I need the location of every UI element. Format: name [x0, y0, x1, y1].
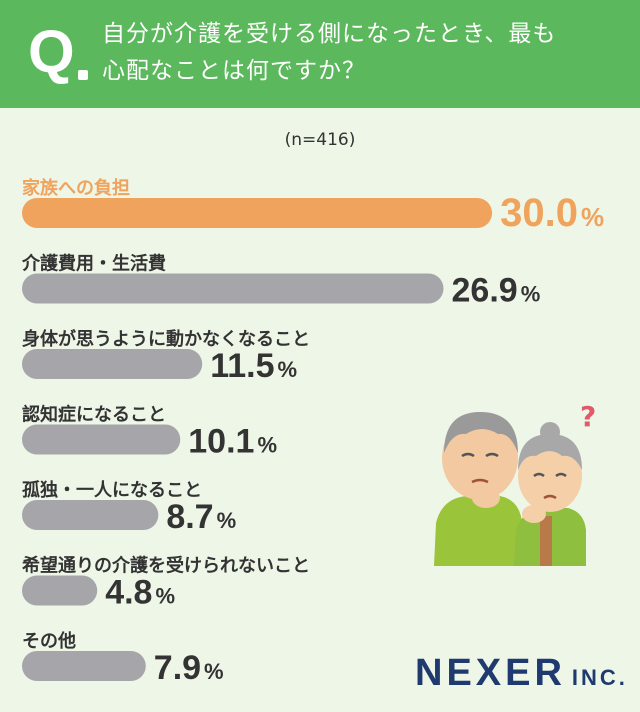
value-label: 8.7%: [166, 498, 236, 536]
bar: [22, 273, 444, 304]
q-label: Q: [28, 18, 75, 85]
q-dot: [78, 70, 88, 80]
bar: [22, 198, 493, 228]
category-label: 希望通りの介護を受けられないこと: [22, 555, 310, 577]
question-line-1: 自分が介護を受ける側になったとき、最も: [102, 21, 557, 47]
bar: [22, 500, 159, 530]
question-mark-icon: ?: [580, 400, 596, 433]
value-label: 30.0%: [500, 191, 604, 235]
category-label: 孤独・一人になること: [22, 479, 202, 501]
value-label: 10.1%: [188, 423, 277, 461]
category-label: 身体が思うように動かなくなること: [22, 328, 310, 350]
question-header: Q 自分が介護を受ける側になったとき、最も 心配なことは何ですか？: [0, 0, 640, 108]
logo-name: NEXER: [415, 652, 566, 694]
category-label: 認知症になること: [22, 404, 166, 426]
logo-suffix: INC.: [571, 665, 628, 690]
bar: [22, 651, 146, 681]
nexer-logo: NEXER INC.: [415, 652, 628, 695]
value-label: 7.9%: [154, 649, 224, 687]
value-label: 11.5%: [210, 347, 297, 385]
category-label: その他: [22, 630, 76, 652]
question-text: 自分が介護を受ける側になったとき、最も 心配なことは何ですか？: [102, 16, 627, 90]
category-label: 介護費用・生活費: [21, 253, 166, 275]
worried-elderly-couple-illustration: ?: [434, 400, 596, 566]
value-label: 4.8%: [105, 574, 175, 612]
value-label: 26.9%: [452, 272, 541, 310]
question-line-2: 心配なことは何ですか？: [102, 58, 366, 84]
sample-size: (n=416): [284, 130, 356, 150]
category-label: 家族への負担: [22, 177, 130, 199]
bar: [22, 424, 181, 455]
bar: [22, 575, 98, 606]
bar: [22, 349, 203, 379]
